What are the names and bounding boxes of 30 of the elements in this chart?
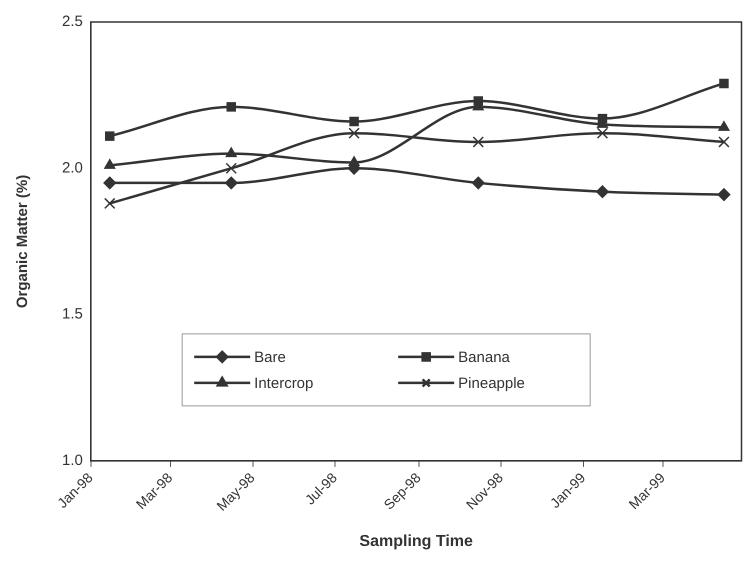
point bbox=[718, 120, 730, 131]
x-axis-title: Sampling Time bbox=[359, 532, 474, 550]
point bbox=[104, 158, 116, 169]
point bbox=[348, 127, 360, 139]
y-axis-title: Organic Matter (%) bbox=[14, 174, 32, 308]
y-tick-label: 2.5 bbox=[62, 13, 83, 30]
legend-label: Intercrop bbox=[254, 375, 314, 392]
point bbox=[717, 188, 730, 202]
y-tick-label: 1.5 bbox=[62, 306, 83, 323]
point bbox=[596, 185, 609, 198]
point bbox=[224, 176, 238, 190]
point bbox=[226, 102, 236, 112]
y-tick-label: 2.0 bbox=[62, 159, 83, 176]
legend-label: Banana bbox=[458, 349, 511, 366]
legend-label: Pineapple bbox=[458, 375, 525, 392]
point bbox=[598, 114, 608, 124]
y-tick-label: 1.0 bbox=[62, 452, 83, 470]
point bbox=[719, 78, 729, 88]
point bbox=[349, 116, 359, 126]
point bbox=[103, 176, 116, 190]
point bbox=[105, 131, 114, 141]
point bbox=[472, 136, 484, 148]
point bbox=[718, 136, 730, 148]
point bbox=[474, 96, 484, 106]
point bbox=[472, 176, 485, 190]
legend-label: Bare bbox=[254, 349, 286, 366]
point bbox=[104, 198, 116, 210]
point bbox=[226, 147, 237, 158]
point bbox=[226, 162, 237, 174]
point bbox=[596, 127, 608, 139]
